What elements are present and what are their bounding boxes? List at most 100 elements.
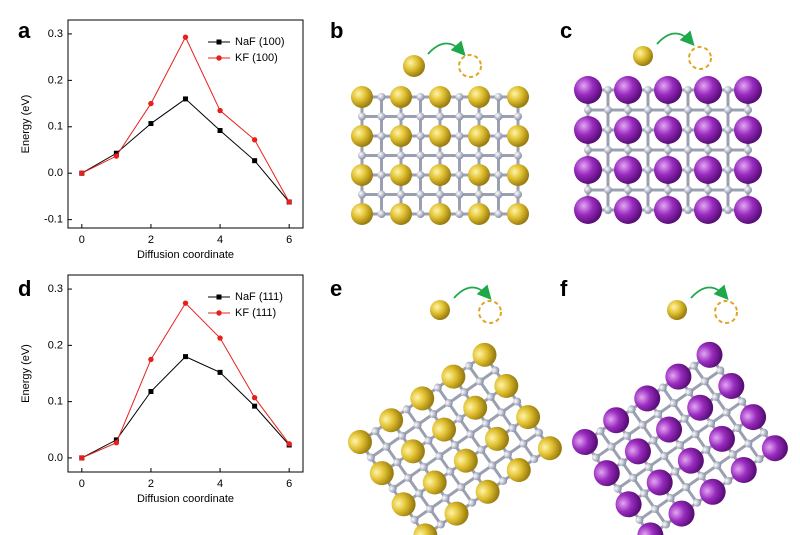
anion-atom [675,441,684,450]
anion-atom [623,431,632,440]
x-axis-label: Diffusion coordinate [137,493,234,505]
y-tick-label: 0.2 [48,339,63,351]
anion-atom [503,450,512,459]
anion-atom [436,520,445,529]
x-tick-label: 0 [79,234,85,246]
cation-atom [694,76,722,104]
cation-atom [684,106,692,114]
cation-atom [516,405,541,430]
cation-atom [604,106,612,114]
anion-atom [377,132,386,140]
anion-atom [684,166,692,174]
anion-atom [744,146,752,154]
cation-atom [660,451,669,460]
anion-atom [455,414,464,423]
anion-atom [704,146,712,154]
cation-atom [391,492,416,517]
anion-atom [371,427,380,436]
cation-atom [475,377,484,386]
anion-atom [644,462,653,471]
cation-atom [654,196,682,224]
anion-atom [711,392,720,401]
anion-atom [514,151,522,160]
anion-atom [654,409,663,418]
cation-atom [468,125,490,147]
cation-atom [494,151,503,160]
anion-atom [410,515,419,524]
anion-atom [685,388,694,397]
cation-atom [463,395,488,420]
data-point [182,34,189,40]
anion-atom [358,112,366,121]
cation-atom [377,151,386,160]
anion-atom [689,361,698,370]
x-tick-label: 4 [217,478,223,490]
series-line [81,356,290,459]
legend-label: KF (100) [235,52,278,64]
cation-atom [761,435,788,462]
cation-atom [413,523,438,535]
legend-marker [216,294,222,300]
cation-atom [507,203,529,225]
anion-atom [397,151,405,160]
cation-atom [604,186,612,194]
anion-atom [584,186,592,194]
data-point [148,389,154,395]
plot-frame [67,274,304,473]
anion-atom [604,166,612,174]
anion-atom [475,151,483,160]
cation-atom [497,408,506,417]
series-line [81,98,290,203]
cation-atom [668,500,695,527]
adatom [403,55,425,77]
cation-atom [574,156,602,184]
cation-atom [669,399,678,408]
cation-atom [351,203,373,225]
anion-atom [377,171,386,179]
cation-atom [634,385,661,412]
cation-atom [708,425,735,452]
cation-atom [475,479,500,504]
cation-atom [614,196,642,224]
y-tick-label: 0.1 [48,396,63,408]
anion-atom [596,427,605,436]
anion-atom [697,472,706,481]
anion-atom [416,132,425,140]
cation-atom [694,116,722,144]
vacancy [688,46,712,70]
cation-atom [426,504,435,513]
cation-atom [694,196,722,224]
anion-atom [472,472,481,481]
anion-atom [455,210,464,218]
anion-atom [424,436,433,445]
anion-atom [738,397,747,406]
cation-atom [494,190,503,199]
cation-atom [654,156,682,184]
anion-atom [613,484,622,493]
anion-atom [744,186,752,194]
cation-atom [607,442,616,451]
legend-marker [216,55,222,61]
anion-atom [535,428,544,437]
cation-atom [718,372,745,399]
anion-atom [446,467,455,476]
vacancy [714,300,738,324]
cation-atom [377,190,386,199]
panel-label: a [18,18,31,43]
data-point [113,150,119,156]
anion-atom [415,489,424,498]
cation-atom [684,146,692,154]
cation-atom [574,76,602,104]
y-axis-label: Energy (eV) [20,344,32,403]
cation-atom [700,377,709,386]
panel-label: f [560,276,568,301]
cation-atom [429,125,451,147]
anion-atom [671,467,680,476]
data-point [217,107,223,114]
cation-atom [429,164,451,186]
crystal-structure [351,86,529,225]
cation-atom [390,203,412,225]
anion-atom [684,206,692,214]
data-point [182,300,189,306]
